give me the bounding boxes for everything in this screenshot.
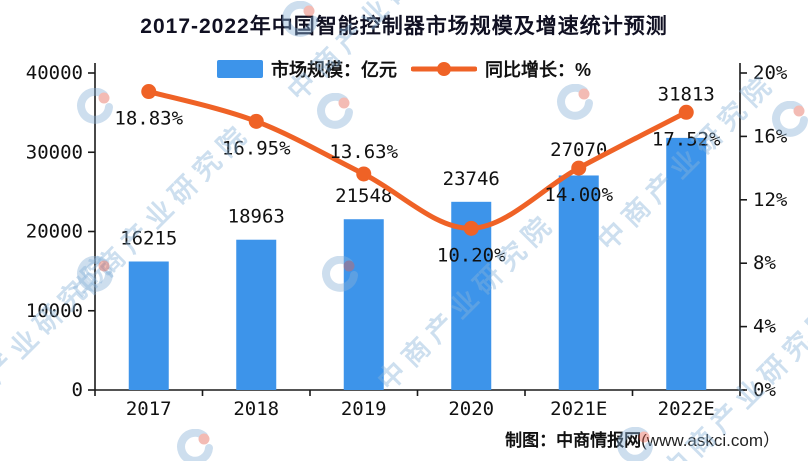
growth-point — [356, 166, 372, 182]
bar — [236, 239, 277, 390]
x-axis-category-label: 2019 — [341, 398, 387, 420]
bar-value-label: 18963 — [228, 206, 285, 228]
bar-value-label: 21548 — [335, 185, 392, 207]
bar — [128, 261, 169, 390]
legend-label-market-size: 市场规模：亿元 — [270, 60, 397, 80]
bar-value-label: 27070 — [550, 139, 607, 161]
growth-point — [248, 113, 264, 129]
source-note: 制图：中商情报网(www.askci.com） — [505, 426, 780, 451]
x-axis-category-label: 2021E — [550, 398, 607, 420]
y-axis-left-tick-label: 10000 — [26, 300, 83, 322]
growth-value-label: 13.63% — [329, 141, 398, 163]
bar-value-label: 23746 — [443, 168, 500, 190]
bar-value-label: 16215 — [120, 227, 177, 249]
x-axis-category-label: 2018 — [233, 398, 279, 420]
source-note-url: (www.askci.com） — [641, 431, 780, 450]
bar — [343, 219, 384, 390]
y-axis-right-tick-label: 8% — [753, 252, 776, 274]
bar — [558, 175, 599, 390]
growth-value-label: 10.20% — [437, 244, 506, 266]
x-axis-category-label: 2017 — [126, 398, 172, 420]
bar-series-swatch — [216, 60, 263, 78]
growth-point — [571, 160, 587, 176]
source-note-label: 制图：中商情报网 — [505, 431, 642, 450]
x-axis-category-label: 2020 — [448, 398, 494, 420]
y-axis-right-tick-label: 20% — [753, 62, 788, 84]
y-axis-left-tick-label: 30000 — [26, 141, 83, 163]
growth-value-label: 18.83% — [114, 108, 183, 130]
y-axis-right-tick-label: 16% — [753, 125, 788, 147]
chart-legend: 市场规模：亿元 同比增长：% — [0, 56, 808, 82]
x-axis-category-label: 2022E — [658, 398, 715, 420]
y-axis-right-tick-label: 4% — [753, 316, 776, 338]
bar — [666, 137, 707, 390]
y-axis-right-tick-label: 12% — [753, 189, 788, 211]
growth-value-label: 17.52% — [652, 128, 721, 150]
growth-point — [141, 84, 157, 100]
growth-value-label: 16.95% — [222, 137, 291, 159]
chart-title: 2017-2022年中国智能控制器市场规模及增速统计预测 — [140, 15, 668, 38]
growth-point — [463, 220, 479, 236]
y-axis-left-tick-label: 40000 — [26, 62, 83, 84]
y-axis-left-tick-label: 20000 — [26, 221, 83, 243]
legend-label-growth: 同比增长：% — [484, 60, 591, 80]
growth-point — [678, 104, 694, 120]
legend-item-market-size: 市场规模：亿元 — [216, 56, 397, 82]
bar-value-label: 31813 — [658, 83, 715, 105]
growth-value-label: 14.00% — [544, 184, 613, 206]
y-axis-right-tick-label: 0% — [753, 379, 776, 401]
line-series-swatch — [410, 62, 477, 76]
legend-item-growth: 同比增长：% — [410, 56, 591, 82]
y-axis-left-tick-label: 0 — [72, 379, 83, 401]
